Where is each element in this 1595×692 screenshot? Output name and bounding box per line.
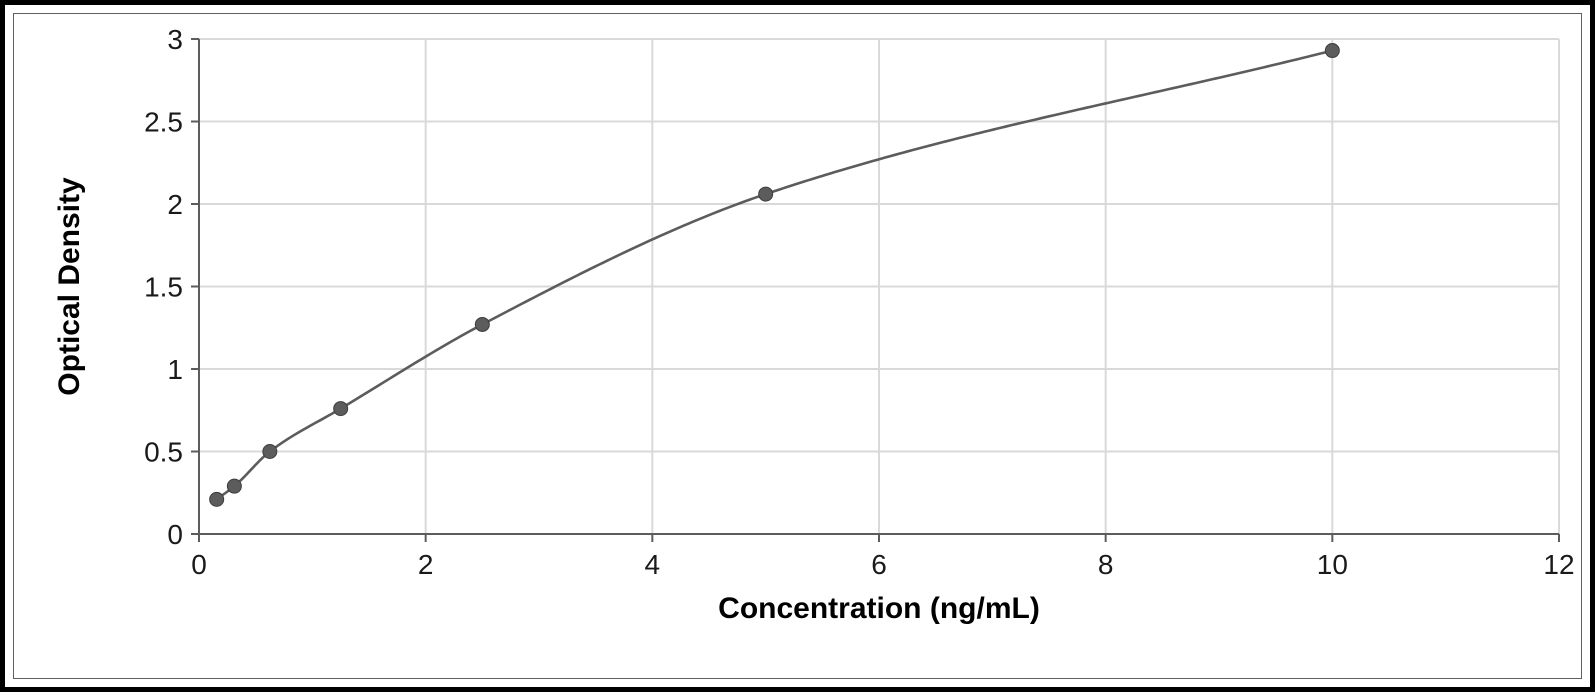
y-tick-label: 3 xyxy=(167,24,183,55)
x-tick-label: 8 xyxy=(1098,549,1114,580)
data-point xyxy=(210,492,224,506)
data-point xyxy=(759,187,773,201)
y-tick-label: 1.5 xyxy=(144,271,183,302)
y-tick-label: 0 xyxy=(167,519,183,550)
chart-container: 0 2 4 6 8 10 12 0 0.5 1 1.5 2 2.5 3 Concentration (ng/… xyxy=(0,0,1595,692)
x-tick-label: 12 xyxy=(1543,549,1574,580)
x-tick-label: 2 xyxy=(418,549,434,580)
x-tick-label: 4 xyxy=(645,549,661,580)
x-tick-label: 0 xyxy=(191,549,207,580)
y-tick-label: 0.5 xyxy=(144,436,183,467)
y-tick-label: 2 xyxy=(167,189,183,220)
data-point xyxy=(475,317,489,331)
data-point xyxy=(263,445,277,459)
y-axis-title: Optical Density xyxy=(53,177,86,396)
chart-svg: 0 2 4 6 8 10 12 0 0.5 1 1.5 2 2.5 3 Concentration (ng/… xyxy=(14,14,1581,678)
y-tick-label: 2.5 xyxy=(144,106,183,137)
y-tick-label: 1 xyxy=(167,354,183,385)
data-point xyxy=(227,479,241,493)
chart-frame: 0 2 4 6 8 10 12 0 0.5 1 1.5 2 2.5 3 Concentration (ng/… xyxy=(13,13,1582,679)
x-tick-label: 6 xyxy=(871,549,887,580)
x-axis-title: Concentration (ng/mL) xyxy=(718,592,1040,625)
data-point xyxy=(334,402,348,416)
x-tick-label: 10 xyxy=(1317,549,1348,580)
data-point xyxy=(1325,44,1339,58)
